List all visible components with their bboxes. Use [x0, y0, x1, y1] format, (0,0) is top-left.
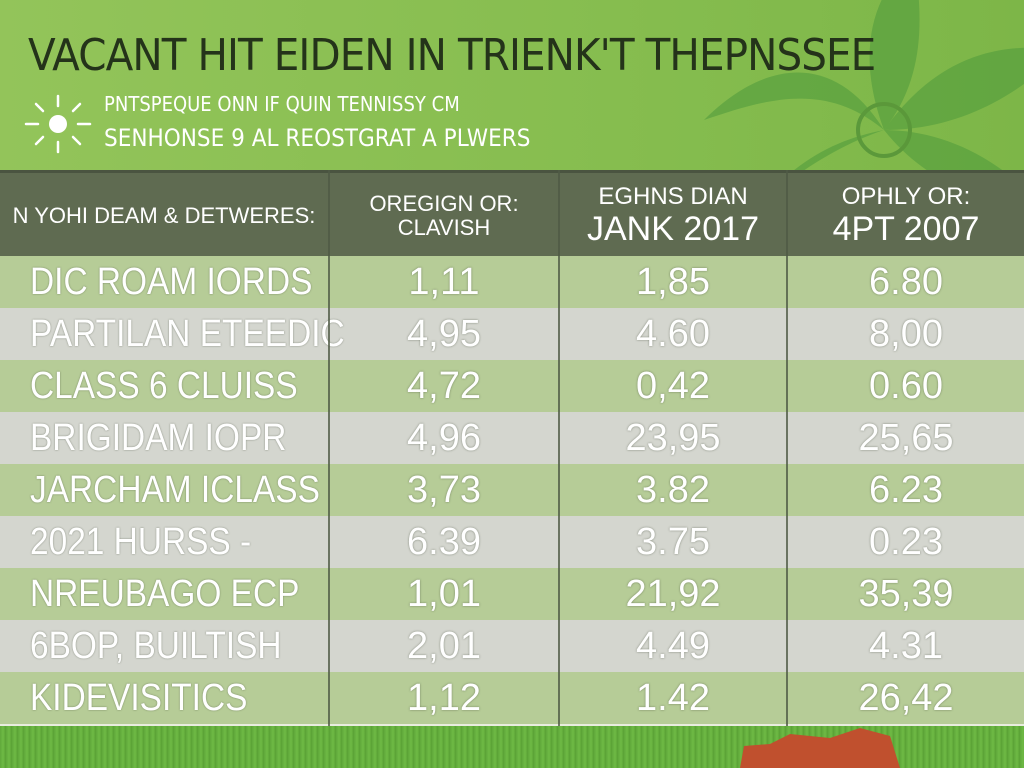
table-cell: 4,95 — [407, 312, 481, 355]
table-row: NREUBAGO ECP 1,01 21,92 35,39 — [0, 568, 1024, 622]
table-header-row: N YOHI DEAM & DETWERES: OREGIGN OR: CLAV… — [0, 170, 1024, 259]
table-cell: 6.23 — [869, 468, 943, 511]
column-header-3: OPHLY OR: 4PT 2007 — [788, 173, 1024, 259]
table-row: PARTILAN ETEEDIC 4,95 4.60 8,00 — [0, 308, 1024, 362]
table-row: BRIGIDAM IOPR 4,96 23,95 25,65 — [0, 412, 1024, 466]
column-header-name: N YOHI DEAM & DETWERES: — [0, 173, 328, 259]
table-cell: 6.80 — [869, 260, 943, 303]
table-cell: 1,85 — [636, 260, 710, 303]
table-cell: 6.39 — [407, 520, 481, 563]
table-cell: 1,11 — [408, 260, 480, 303]
sun-icon — [24, 94, 92, 154]
table-cell: 4.31 — [869, 624, 943, 667]
row-label: BRIGIDAM IOPR — [30, 416, 287, 459]
page-title: VACANT HIT EIDEN IN TRIENK'T THEPNSSEE — [28, 30, 876, 81]
table-row: 2021 HURSS - 6.39 3.75 0.23 — [0, 516, 1024, 570]
table-cell: 0.60 — [869, 364, 943, 407]
table-row: CLASS 6 CLUISS 4,72 0,42 0.60 — [0, 360, 1024, 414]
column-divider — [328, 170, 330, 726]
table-row: DIC ROAM IORDS 1,11 1,85 6.80 — [0, 256, 1024, 310]
row-label: 2021 HURSS - — [30, 520, 252, 563]
column-header-line: CLAVISH — [397, 215, 491, 240]
row-label: PARTILAN ETEEDIC — [30, 312, 345, 355]
table-cell: 1,01 — [407, 572, 481, 615]
table-cell: 25,65 — [858, 416, 954, 459]
column-divider — [558, 170, 560, 726]
column-header-line: 4PT 2007 — [832, 209, 980, 248]
leaf-decoration — [704, 0, 1024, 170]
table-row: JARCHAM ICLASS 3,73 3.82 6.23 — [0, 464, 1024, 518]
table-cell: 4.60 — [636, 312, 710, 355]
table-row: KIDEVISITICS 1,12 1.42 26,42 — [0, 672, 1024, 726]
table-cell: 21,92 — [625, 572, 721, 615]
column-header-label: N YOHI DEAM & DETWERES: — [12, 202, 316, 228]
table-cell: 4,96 — [407, 416, 481, 459]
table-cell: 2,01 — [407, 624, 481, 667]
column-header-2: EGHNS DIAN JANK 2017 — [560, 173, 786, 259]
table-cell: 0,42 — [636, 364, 710, 407]
column-header-line: OPHLY OR: — [841, 183, 971, 211]
subtitle-line-2: SENHONSE 9 AL REOSTGRAT A PLWERS — [104, 124, 531, 152]
data-table: N YOHI DEAM & DETWERES: OREGIGN OR: CLAV… — [0, 170, 1024, 726]
column-divider — [786, 170, 788, 726]
table-cell: 0.23 — [869, 520, 943, 563]
column-header-line: JANK 2017 — [587, 209, 759, 248]
table-cell: 1.42 — [636, 676, 710, 719]
column-header-line: OREGIGN OR: — [369, 190, 519, 216]
table-cell: 3.75 — [636, 520, 710, 563]
table-cell: 4.49 — [636, 624, 710, 667]
row-label: JARCHAM ICLASS — [30, 468, 320, 511]
column-header-1: OREGIGN OR: CLAVISH — [330, 173, 558, 259]
row-label: NREUBAGO ECP — [30, 572, 300, 615]
row-label: KIDEVISITICS — [30, 676, 248, 719]
table-cell: 26,42 — [858, 676, 954, 719]
row-label: DIC ROAM IORDS — [30, 260, 313, 303]
row-label: CLASS 6 CLUISS — [30, 364, 298, 407]
table-cell: 35,39 — [858, 572, 954, 615]
table-row: 6BOP, BUILTISH 2,01 4.49 4.31 — [0, 620, 1024, 674]
row-label: 6BOP, BUILTISH — [30, 624, 282, 667]
header-banner: VACANT HIT EIDEN IN TRIENK'T THEPNSSEE P… — [0, 0, 1024, 170]
red-map-shape — [740, 728, 900, 768]
table-cell: 8,00 — [869, 312, 943, 355]
table-cell: 23,95 — [625, 416, 721, 459]
table-cell: 1,12 — [407, 676, 481, 719]
table-cell: 3.82 — [636, 468, 710, 511]
table-cell: 3,73 — [407, 468, 481, 511]
table-cell: 4,72 — [407, 364, 481, 407]
column-header-line: EGHNS DIAN — [598, 183, 748, 211]
subtitle-line-1: PNTSPEQUE ONN IF QUIN TENNISSY CM — [104, 92, 460, 116]
